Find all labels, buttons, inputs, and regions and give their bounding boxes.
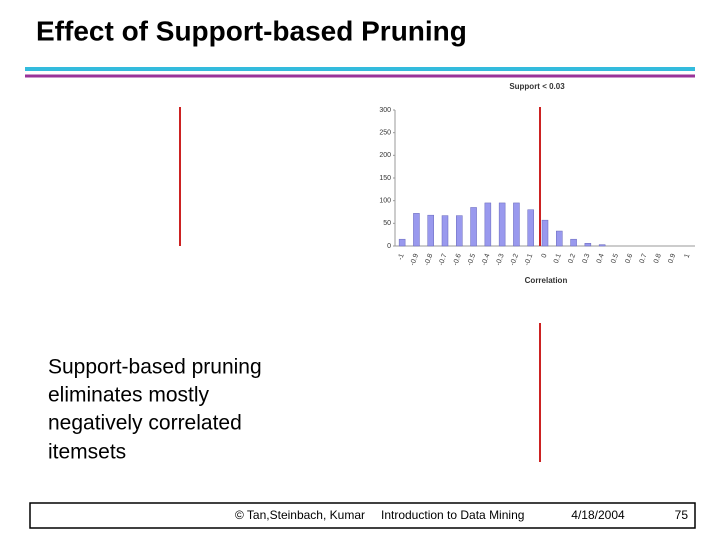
- x-tick-label: -1: [397, 253, 406, 261]
- x-tick-label: 0.1: [553, 253, 563, 265]
- footer-page: 75: [675, 508, 689, 522]
- x-tick-label: 0.8: [653, 253, 663, 265]
- bar: [470, 207, 477, 247]
- bar: [570, 238, 577, 247]
- bar: [541, 219, 549, 247]
- bar: [441, 215, 449, 247]
- x-tick-label: 1: [684, 253, 692, 259]
- x-tick-label: 0.6: [624, 253, 634, 265]
- bar: [484, 202, 492, 247]
- bar: [427, 214, 434, 247]
- body-text: negatively correlated: [48, 412, 242, 435]
- x-tick-label: -0.1: [524, 253, 535, 267]
- footer-course: Introduction to Data Mining: [381, 508, 524, 522]
- x-tick-label: -0.8: [424, 253, 435, 267]
- slide-title: Effect of Support-based Pruning: [36, 15, 467, 46]
- x-tick-label: 0.5: [610, 253, 620, 265]
- x-axis-label: Correlation: [525, 276, 568, 285]
- x-tick-label: -0.3: [495, 253, 506, 267]
- y-tick-label: 100: [379, 198, 391, 205]
- x-tick-label: -0.6: [452, 253, 463, 267]
- bar: [584, 243, 592, 247]
- body-text: Support-based pruning: [48, 356, 262, 379]
- bar: [398, 238, 406, 247]
- y-tick-label: 300: [379, 107, 391, 114]
- bar: [456, 215, 463, 247]
- y-tick-label: 150: [379, 175, 391, 182]
- x-tick-label: 0.4: [596, 253, 606, 265]
- bar: [513, 202, 520, 247]
- x-tick-label: -0.9: [409, 253, 420, 267]
- y-tick-label: 50: [383, 220, 391, 227]
- bar: [498, 202, 506, 247]
- body-text: itemsets: [48, 441, 126, 464]
- x-tick-label: -0.7: [438, 253, 449, 267]
- footer-box: [29, 502, 696, 529]
- x-tick-label: 0.2: [567, 253, 577, 265]
- bar: [527, 209, 534, 247]
- x-tick-label: 0.9: [667, 253, 677, 265]
- x-tick-label: 0: [541, 253, 549, 259]
- x-tick-label: -0.5: [466, 253, 477, 267]
- y-tick-label: 0: [387, 243, 391, 250]
- body-text: eliminates mostly: [48, 384, 210, 407]
- y-tick-label: 200: [379, 152, 391, 159]
- x-tick-label: 0.3: [582, 253, 592, 265]
- bar: [598, 244, 606, 247]
- x-tick-label: -0.4: [481, 253, 492, 267]
- bar: [556, 230, 563, 247]
- footer-authors: © Tan,Steinbach, Kumar: [235, 508, 365, 522]
- x-tick-label: 0.7: [639, 253, 649, 265]
- chart: Support < 0.03 Correlation 0 50 100 150 200 2…: [379, 82, 695, 285]
- footer-date: 4/18/2004: [571, 508, 625, 522]
- x-tick-label: -0.2: [509, 253, 520, 267]
- chart-title: Support < 0.03: [509, 82, 565, 91]
- y-tick-label: 250: [379, 130, 391, 137]
- bar: [413, 213, 420, 247]
